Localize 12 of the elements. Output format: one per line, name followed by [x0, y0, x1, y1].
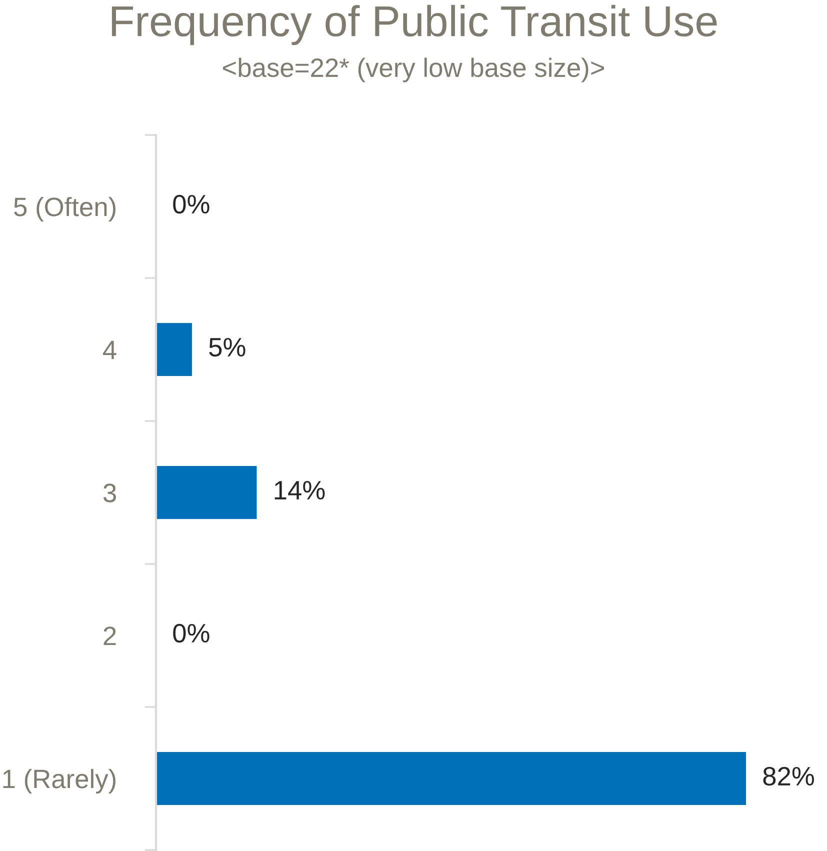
y-tick-label: 4 [103, 340, 116, 360]
data-label: 0% [173, 624, 210, 643]
data-label: 5% [209, 338, 246, 357]
y-tick-label: 3 [103, 484, 116, 502]
data-label: 0% [173, 194, 210, 214]
y-tick-label: 2 [104, 626, 116, 646]
chart-title: Frequency of Public Transit Use [112, 4, 717, 46]
y-tick-label: 5 (Often) [14, 196, 116, 222]
y-tick-label: 1 (Rarely) [3, 768, 116, 794]
data-label: 82% [763, 766, 814, 786]
data-label: 14% [274, 481, 325, 500]
chart-subtitle: <base=22* (very low base size)> [223, 58, 604, 82]
